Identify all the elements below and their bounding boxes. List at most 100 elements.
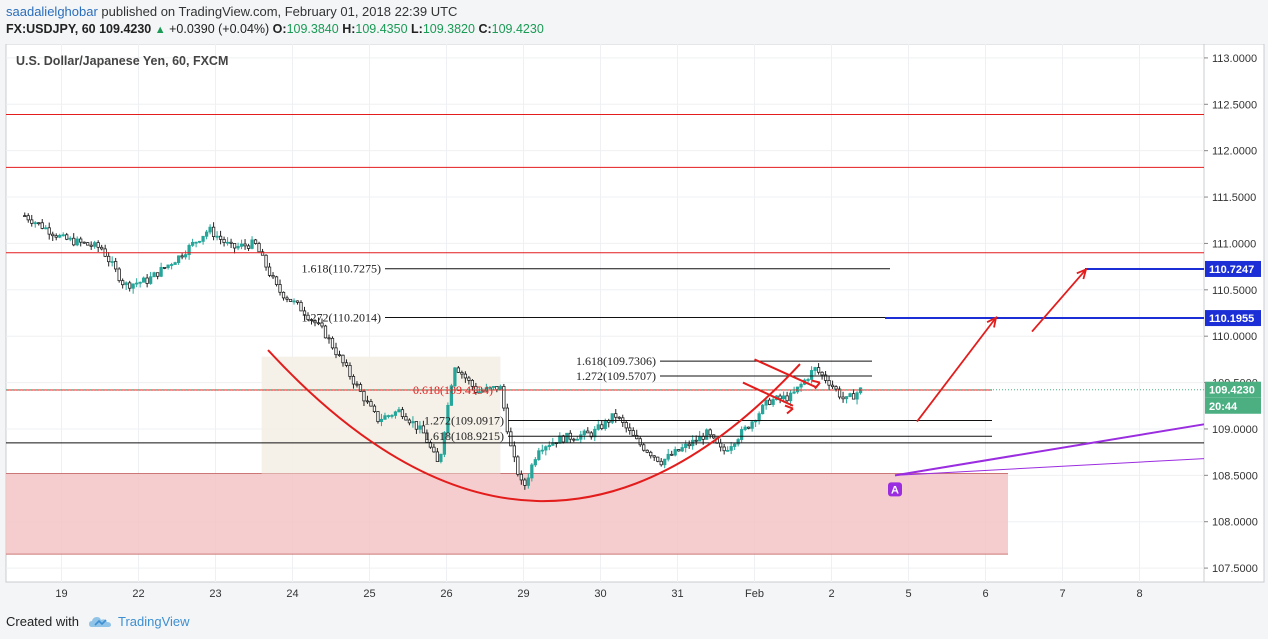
candle-body: [246, 245, 251, 249]
chart-header: saadalielghobar published on TradingView…: [0, 0, 1268, 44]
candle-body: [628, 427, 632, 431]
candle: [341, 354, 345, 367]
candle-body: [372, 405, 377, 412]
candle: [40, 219, 44, 230]
candle-body: [463, 373, 468, 379]
candle: [502, 383, 506, 412]
candle: [638, 436, 642, 447]
price-change: +0.0390 (+0.04%): [169, 22, 270, 36]
chart-title: U.S. Dollar/Japanese Yen, 60, FXCM: [16, 54, 228, 68]
marker-a-label: A: [891, 484, 899, 496]
candle: [170, 262, 174, 270]
candle: [320, 318, 324, 329]
x-axis-labels: 19 22 23 24 25 26 29 30 31 Feb 2 5 6 7 8: [55, 588, 1142, 600]
x-tick-label: 31: [671, 588, 683, 600]
candle-body: [750, 421, 754, 429]
candle: [505, 403, 509, 435]
x-tick-label: 6: [982, 588, 988, 600]
candle-body: [253, 239, 258, 244]
candle: [68, 236, 72, 242]
drawings-layer: A: [267, 267, 1205, 503]
candle: [708, 428, 712, 439]
published-text: published on TradingView.com, February 0…: [101, 4, 458, 19]
candle: [110, 256, 114, 267]
candle-body: [243, 243, 247, 247]
candle: [677, 449, 681, 452]
candle-body: [190, 241, 195, 246]
candle-body: [365, 400, 370, 403]
candle: [211, 222, 216, 241]
candle-body: [572, 438, 576, 441]
candle: [481, 388, 485, 393]
candle-body: [51, 233, 55, 237]
candle: [180, 253, 184, 260]
candle: [642, 442, 646, 452]
candle: [390, 414, 394, 419]
candle: [544, 445, 548, 456]
candle-body: [128, 282, 132, 289]
candle: [201, 235, 205, 245]
candle: [537, 447, 541, 461]
candle: [44, 225, 48, 230]
candle: [135, 278, 139, 288]
price-chart[interactable]: 0.618(109.4134)1.618(110.7275)1.272(110.…: [0, 44, 1268, 609]
candle: [414, 421, 419, 434]
candle-body: [330, 337, 335, 349]
candle: [435, 447, 440, 462]
candle: [72, 233, 76, 247]
candle: [295, 300, 300, 305]
candle: [334, 342, 338, 359]
candle: [327, 334, 331, 344]
candle: [600, 421, 604, 431]
tradingview-brand[interactable]: TradingView: [118, 614, 190, 629]
candle: [344, 359, 349, 368]
candle: [785, 391, 789, 403]
candle-body: [841, 396, 845, 400]
candle: [215, 231, 219, 241]
candle-body: [645, 449, 649, 453]
candle-body: [309, 319, 314, 321]
candle: [239, 239, 244, 250]
candle: [124, 281, 128, 291]
candle-body: [484, 387, 488, 392]
candle: [519, 470, 523, 485]
candle: [768, 397, 772, 406]
candle: [855, 391, 859, 405]
candle-body: [505, 407, 509, 433]
candle-body: [449, 385, 454, 406]
candle: [355, 381, 359, 388]
candle-body: [348, 365, 352, 377]
candle-body: [260, 251, 265, 256]
candle-body: [82, 241, 86, 244]
author-link[interactable]: saadalielghobar: [6, 4, 98, 19]
candle-body: [100, 246, 104, 250]
candle-body: [204, 231, 209, 237]
candle-body: [600, 424, 604, 429]
candle: [337, 350, 342, 357]
candle-body: [187, 244, 191, 256]
candle: [589, 431, 593, 440]
x-tick-label: 8: [1136, 588, 1142, 600]
candle-body: [344, 362, 349, 366]
candle-body: [281, 291, 286, 299]
candle-body: [754, 420, 758, 423]
candle: [670, 450, 674, 456]
candle-body: [208, 226, 212, 233]
candle: [292, 298, 296, 305]
candle-body: [33, 222, 37, 225]
candle: [813, 366, 817, 376]
candle: [197, 240, 202, 244]
candle-body: [386, 415, 391, 417]
cup-arc: [267, 349, 801, 503]
candle-body: [460, 371, 464, 375]
candle-body: [156, 272, 160, 277]
candle: [260, 248, 265, 256]
y-tick-label: 110.5000: [1212, 285, 1257, 297]
candle-body: [65, 234, 69, 240]
candle: [218, 230, 223, 245]
candle-body: [799, 383, 803, 388]
candle-body: [236, 245, 240, 249]
candle-body: [79, 238, 83, 243]
candle: [827, 376, 831, 391]
candle-body: [288, 298, 293, 302]
